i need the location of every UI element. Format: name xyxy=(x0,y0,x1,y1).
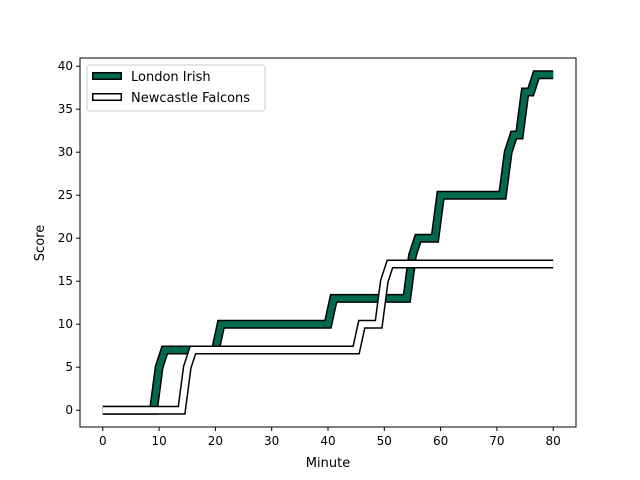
x-tick-label: 10 xyxy=(151,434,166,448)
series-newcastle-falcons xyxy=(102,259,554,415)
y-tick-label: 0 xyxy=(65,403,73,417)
y-tick-label: 15 xyxy=(58,274,73,288)
y-tick-label: 40 xyxy=(58,59,73,73)
x-tick-label: 60 xyxy=(433,434,448,448)
y-axis-label: Score xyxy=(33,225,48,261)
legend: London Irish Newcastle Falcons xyxy=(86,64,266,112)
legend-box xyxy=(86,64,266,112)
y-tick-label: 35 xyxy=(58,102,73,116)
legend-label: London Irish xyxy=(131,70,211,85)
x-tick-label: 80 xyxy=(546,434,561,448)
y-tick-label: 30 xyxy=(58,145,73,159)
x-tick-label: 70 xyxy=(489,434,504,448)
x-tick-label: 50 xyxy=(377,434,392,448)
x-axis: 0 10 20 30 40 50 60 70 80 xyxy=(99,427,561,448)
legend-item-newcastle-falcons: Newcastle Falcons xyxy=(92,91,250,106)
y-tick-label: 20 xyxy=(58,231,73,245)
y-tick-label: 25 xyxy=(58,188,73,202)
y-axis: 0 5 10 15 20 25 30 35 40 xyxy=(58,59,80,417)
series-line xyxy=(102,71,554,414)
series-london-irish xyxy=(102,70,554,415)
series-layer xyxy=(102,70,554,415)
y-tick-label: 5 xyxy=(65,360,73,374)
y-tick-label: 10 xyxy=(58,317,73,331)
x-tick-label: 0 xyxy=(99,434,107,448)
x-tick-label: 20 xyxy=(208,434,223,448)
x-axis-label: Minute xyxy=(306,456,350,471)
legend-label: Newcastle Falcons xyxy=(131,91,250,106)
series-line xyxy=(102,261,554,414)
x-tick-label: 40 xyxy=(320,434,335,448)
legend-item-london-irish: London Irish xyxy=(92,70,211,85)
x-tick-label: 30 xyxy=(264,434,279,448)
